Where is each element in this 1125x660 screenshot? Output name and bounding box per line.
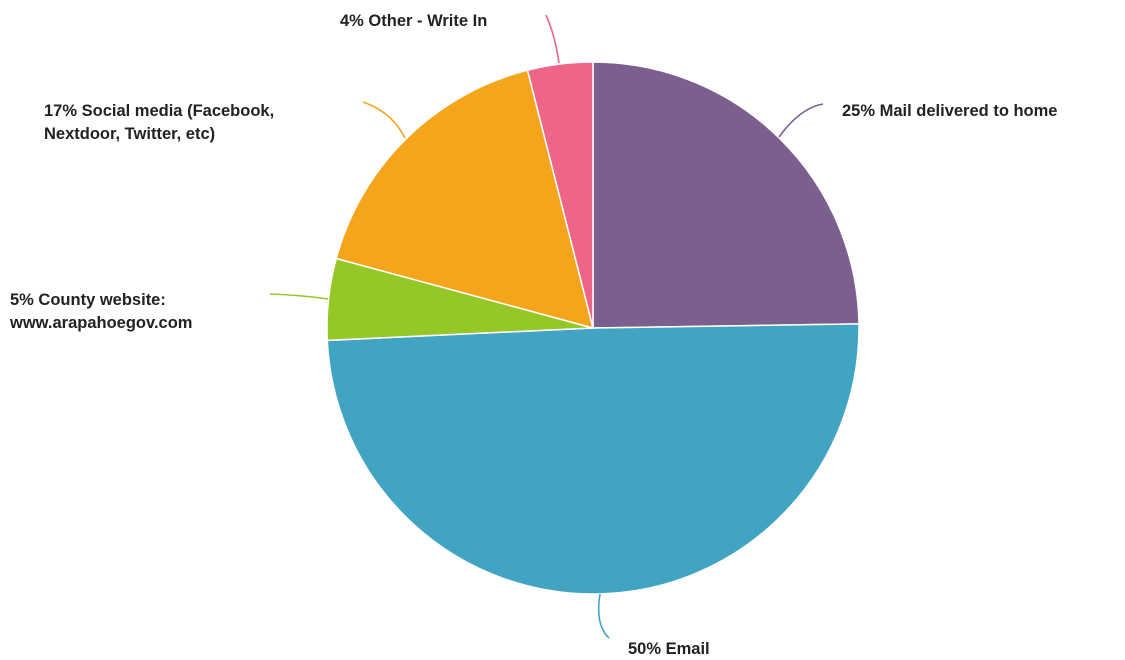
- pie-slice-1: [592, 61, 860, 329]
- slice-label-3: 5% County website: www.arapahoegov.com: [9, 291, 192, 332]
- pie-slice-2: [326, 323, 860, 595]
- slice-label-1: 25% Mail delivered to home: [842, 102, 1057, 120]
- leader-line-4: [362, 101, 406, 139]
- pie-slice-4: [335, 69, 595, 330]
- leader-line-5: [545, 14, 560, 64]
- slices-layer: [326, 61, 860, 595]
- slice-label-5: 4% Other - Write In: [340, 12, 487, 30]
- slice-label-line: 5% County website:: [10, 291, 166, 309]
- slice-label-line: 25% Mail delivered to home: [842, 102, 1057, 120]
- slice-label-line: www.arapahoegov.com: [9, 314, 192, 332]
- slice-label-2: 50% Email: [628, 640, 710, 658]
- slice-label-line: Nextdoor, Twitter, etc): [44, 125, 215, 143]
- leader-lines-layer: [269, 14, 824, 639]
- slice-label-line: 4% Other - Write In: [340, 12, 487, 30]
- slice-label-4: 17% Social media (Facebook, Nextdoor, Twi…: [44, 102, 274, 143]
- leader-line-2: [597, 593, 610, 639]
- slice-label-line: 50% Email: [628, 640, 710, 658]
- slice-label-line: 17% Social media (Facebook,: [44, 102, 274, 120]
- leader-line-1: [778, 103, 824, 138]
- pie-slice-5: [526, 61, 594, 329]
- labels-layer: 25% Mail delivered to home 50% Email 5% Co…: [9, 12, 1057, 658]
- leader-line-3: [269, 293, 329, 300]
